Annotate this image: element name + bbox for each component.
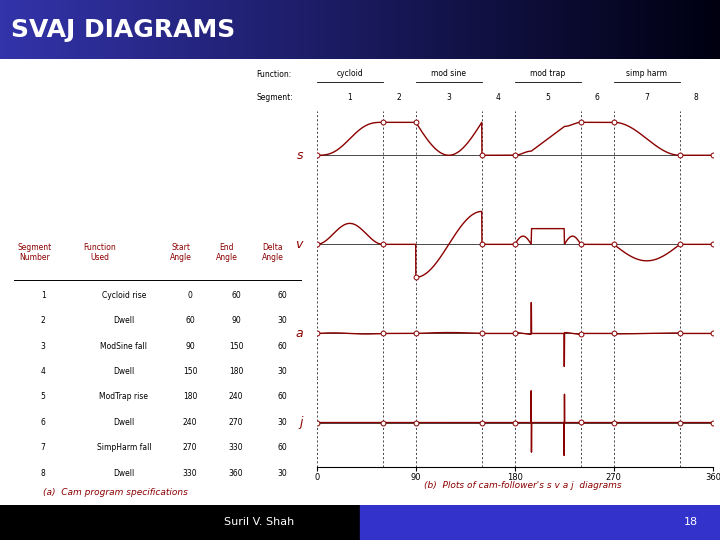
Text: 6: 6 [595, 93, 600, 103]
Text: 3: 3 [446, 93, 451, 103]
Text: 240: 240 [229, 393, 243, 401]
Text: 240: 240 [183, 418, 197, 427]
Text: 6: 6 [41, 418, 45, 427]
Text: Cycloid rise: Cycloid rise [102, 291, 146, 300]
Text: ModTrap rise: ModTrap rise [99, 393, 148, 401]
Text: 0: 0 [188, 291, 192, 300]
Text: 4: 4 [496, 93, 500, 103]
Text: 360: 360 [229, 469, 243, 478]
Text: 180: 180 [229, 367, 243, 376]
Text: 150: 150 [183, 367, 197, 376]
Text: 60: 60 [231, 291, 241, 300]
Text: 60: 60 [277, 342, 287, 350]
Text: 4: 4 [41, 367, 45, 376]
Text: 270: 270 [183, 443, 197, 453]
Text: 1: 1 [348, 93, 352, 103]
Text: 2: 2 [41, 316, 45, 325]
Text: 150: 150 [229, 342, 243, 350]
Text: (a)  Cam program specifications: (a) Cam program specifications [43, 488, 188, 497]
Text: 2: 2 [397, 93, 402, 103]
Text: simp harm: simp harm [626, 69, 667, 78]
Text: ModSine fall: ModSine fall [100, 342, 148, 350]
Text: 5: 5 [545, 93, 550, 103]
Text: 3: 3 [41, 342, 45, 350]
Text: SVAJ DIAGRAMS: SVAJ DIAGRAMS [11, 18, 235, 42]
Text: Dwell: Dwell [113, 469, 135, 478]
Text: a: a [295, 327, 303, 340]
Text: mod trap: mod trap [530, 69, 565, 78]
Text: Segment
Number: Segment Number [17, 243, 52, 262]
Text: j: j [300, 416, 303, 429]
Text: Start
Angle: Start Angle [170, 243, 192, 262]
Text: 60: 60 [277, 291, 287, 300]
Text: 60: 60 [185, 316, 195, 325]
Text: 7: 7 [41, 443, 45, 453]
Text: 330: 330 [229, 443, 243, 453]
Text: End
Angle: End Angle [216, 243, 238, 262]
Bar [360, 505, 720, 540]
Text: v: v [296, 238, 303, 251]
Text: 1: 1 [41, 291, 45, 300]
Text: 90: 90 [185, 342, 195, 350]
Text: 90: 90 [231, 316, 241, 325]
Text: Dwell: Dwell [113, 316, 135, 325]
Text: 5: 5 [41, 393, 45, 401]
Text: 18: 18 [684, 517, 698, 528]
Text: 8: 8 [41, 469, 45, 478]
Text: Delta
Angle: Delta Angle [262, 243, 284, 262]
Text: Suril V. Shah: Suril V. Shah [224, 517, 294, 528]
Text: 60: 60 [277, 393, 287, 401]
Text: (b)  Plots of cam-follower's s v a j  diagrams: (b) Plots of cam-follower's s v a j diag… [423, 482, 621, 490]
Text: Dwell: Dwell [113, 367, 135, 376]
Text: Segment:: Segment: [256, 93, 293, 103]
Text: SimpHarm fall: SimpHarm fall [96, 443, 151, 453]
Text: 180: 180 [183, 393, 197, 401]
Text: 30: 30 [277, 469, 287, 478]
Text: 7: 7 [644, 93, 649, 103]
Text: 30: 30 [277, 418, 287, 427]
Text: 270: 270 [229, 418, 243, 427]
Text: mod sine: mod sine [431, 69, 467, 78]
Text: cycloid: cycloid [336, 69, 363, 78]
Text: 30: 30 [277, 367, 287, 376]
Text: 30: 30 [277, 316, 287, 325]
Text: Dwell: Dwell [113, 418, 135, 427]
Text: Function:: Function: [256, 70, 292, 79]
Bar [0, 505, 360, 540]
Text: 60: 60 [277, 443, 287, 453]
Text: s: s [297, 148, 303, 162]
Text: 330: 330 [183, 469, 197, 478]
Text: 8: 8 [694, 93, 698, 103]
Text: Function
Used: Function Used [84, 243, 116, 262]
